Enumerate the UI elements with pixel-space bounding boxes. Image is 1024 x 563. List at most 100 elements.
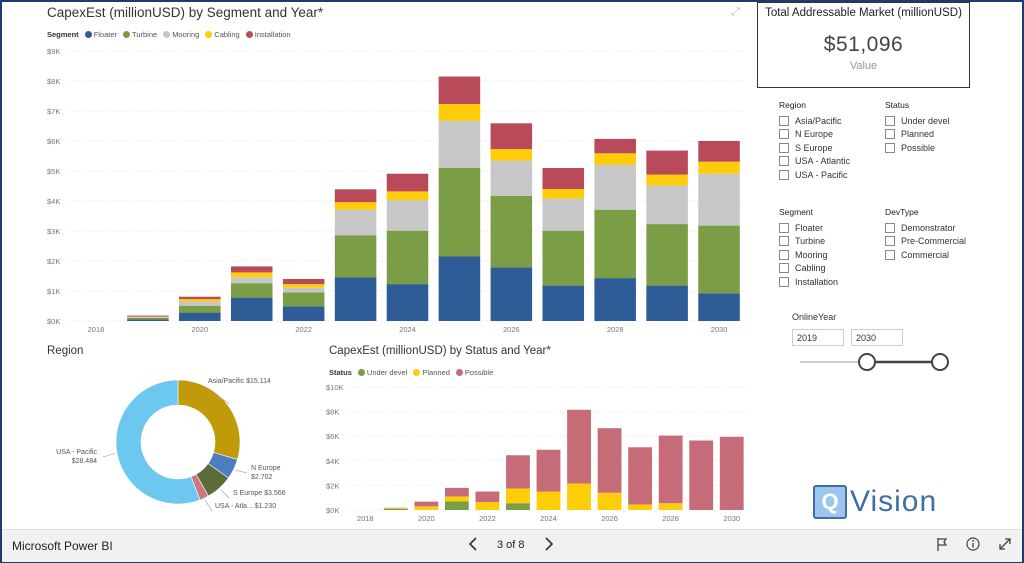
bar-mooring-2022[interactable] [282,287,325,293]
checkbox[interactable] [779,249,789,260]
bar-under-devel-2021[interactable] [444,501,469,510]
status-option-under-devel[interactable]: Under devel [885,114,950,128]
segment-option-cabling[interactable]: Cabling [779,262,838,276]
checkbox[interactable] [885,236,895,247]
bar-planned-2023[interactable] [506,488,530,504]
bar-cabling-2029[interactable] [646,174,688,186]
bar-installation-2029[interactable] [646,150,688,175]
legend-item-mooring[interactable]: Mooring [163,30,199,39]
bar-turbine-2029[interactable] [646,224,688,286]
region-option-n-europe[interactable]: N Europe [779,128,850,142]
bar-possible-2030[interactable] [719,436,744,510]
bar-cabling-2022[interactable] [282,284,325,288]
legend-item-cabling[interactable]: Cabling [205,30,240,39]
bar-mooring-2024[interactable] [386,200,429,231]
bar-planned-2021[interactable] [444,496,469,502]
bar-turbine-2028[interactable] [594,209,636,279]
status-option-possible[interactable]: Possible [885,141,950,155]
bar-planned-2024[interactable] [536,491,561,510]
bar-installation-2023[interactable] [334,189,377,203]
bar-floater-2028[interactable] [594,278,636,321]
checkbox[interactable] [885,222,895,233]
bar-cabling-2026[interactable] [490,149,533,161]
bar-planned-2019[interactable] [383,508,408,509]
bar-mooring-2019[interactable] [127,317,169,318]
segment-option-turbine[interactable]: Turbine [779,235,838,249]
bar-planned-2020[interactable] [414,506,439,510]
checkbox[interactable] [779,129,789,140]
slider-handle-to[interactable] [931,353,949,371]
bar-installation-2025[interactable] [438,76,481,105]
segment-option-floater[interactable]: Floater [779,221,838,235]
bar-turbine-2022[interactable] [282,292,325,307]
bar-floater-2023[interactable] [334,277,377,322]
bar-cabling-2019[interactable] [127,316,169,318]
bar-turbine-2026[interactable] [490,195,533,268]
chevron-right-icon[interactable] [544,536,554,556]
bar-cabling-2023[interactable] [334,202,377,210]
bar-installation-2024[interactable] [386,173,429,192]
bar-installation-2019[interactable] [127,315,169,317]
bar-floater-2030[interactable] [698,293,740,321]
bar-cabling-2021[interactable] [230,272,273,278]
region-option-s-europe[interactable]: S Europe [779,141,850,155]
bar-possible-2029[interactable] [689,440,714,510]
bar-mooring-2023[interactable] [334,209,377,236]
bar-installation-2030[interactable] [698,141,740,162]
bar-floater-2021[interactable] [230,297,273,321]
checkbox[interactable] [885,142,895,153]
bar-installation-2020[interactable] [179,296,221,300]
focus-mode-icon[interactable]: ⤢ [731,6,740,18]
legend-item-under-devel[interactable]: Under devel [357,368,407,377]
checkbox[interactable] [885,249,895,260]
bar-possible-2024[interactable] [536,449,561,492]
onlineyear-to-input[interactable]: 2030 [851,329,903,346]
bar-installation-2021[interactable] [230,266,273,273]
flag-icon[interactable] [935,536,949,556]
bar-floater-2020[interactable] [179,312,221,321]
checkbox[interactable] [779,115,789,126]
legend-item-turbine[interactable]: Turbine [123,30,157,39]
bar-turbine-2021[interactable] [230,283,273,298]
checkbox[interactable] [779,222,789,233]
checkbox[interactable] [779,156,789,167]
legend-item-planned[interactable]: Planned [413,368,450,377]
bar-installation-2022[interactable] [282,279,325,285]
segment-option-mooring[interactable]: Mooring [779,248,838,262]
bar-turbine-2019[interactable] [127,318,169,320]
bar-planned-2026[interactable] [597,492,622,510]
segment-option-installation[interactable]: Installation [779,275,838,289]
checkbox[interactable] [779,236,789,247]
bar-turbine-2030[interactable] [698,225,740,294]
bar-mooring-2030[interactable] [698,173,740,226]
bar-planned-2025[interactable] [567,483,591,510]
bar-turbine-2027[interactable] [542,230,585,286]
chevron-left-icon[interactable] [468,536,478,556]
bar-possible-2026[interactable] [597,428,622,493]
bar-possible-2021[interactable] [444,487,469,497]
bar-turbine-2023[interactable] [334,235,377,278]
bar-floater-2019[interactable] [127,319,169,321]
bar-installation-2027[interactable] [542,168,585,189]
checkbox[interactable] [885,115,895,126]
bar-possible-2022[interactable] [475,491,500,503]
bar-under-devel-2023[interactable] [506,503,530,510]
bar-planned-2028[interactable] [658,503,683,510]
donut-slice-usa-pacific[interactable] [115,379,201,505]
bar-planned-2027[interactable] [628,504,653,510]
bar-possible-2027[interactable] [628,447,653,505]
bar-turbine-2024[interactable] [386,230,429,285]
bar-mooring-2025[interactable] [438,120,481,168]
bar-cabling-2027[interactable] [542,189,585,199]
donut-slice-asia-pacific[interactable] [177,379,241,460]
devtype-option-commercial[interactable]: Commercial [885,248,966,262]
bar-cabling-2020[interactable] [179,299,221,302]
bar-installation-2028[interactable] [594,138,636,154]
checkbox[interactable] [779,276,789,287]
checkbox[interactable] [779,263,789,274]
bar-floater-2027[interactable] [542,285,585,321]
bar-possible-2028[interactable] [658,435,683,504]
bar-floater-2025[interactable] [438,256,481,322]
bar-floater-2024[interactable] [386,284,429,321]
devtype-option-demonstrator[interactable]: Demonstrator [885,221,966,235]
